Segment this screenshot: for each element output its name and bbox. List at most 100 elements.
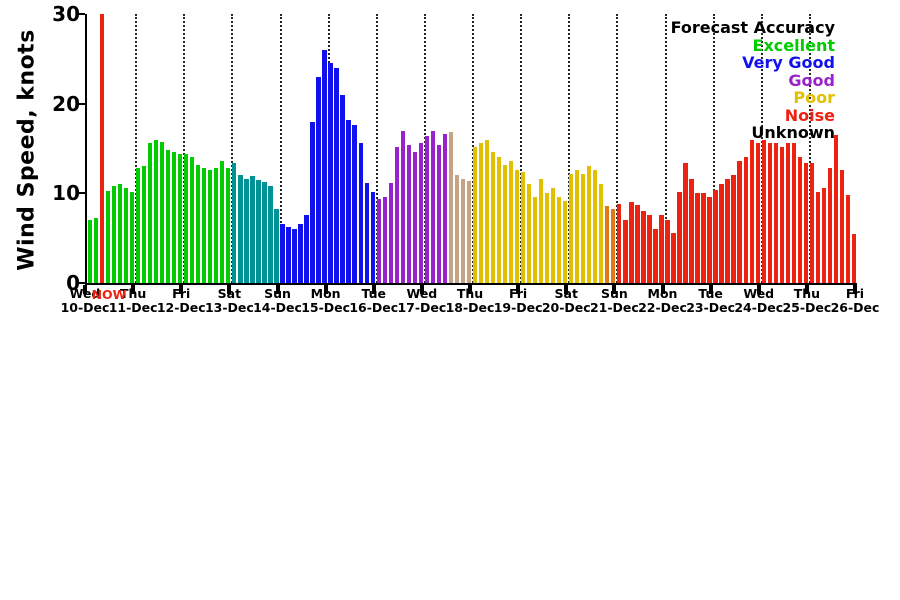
bar — [496, 157, 502, 283]
bar — [617, 204, 622, 283]
bar — [641, 211, 646, 283]
x-axis-day-label: Sun 14-Dec — [246, 287, 310, 314]
date: 10-Dec — [60, 299, 110, 315]
bar — [105, 190, 111, 283]
bar — [400, 130, 405, 283]
bar — [599, 184, 604, 283]
y-tick-label: 0 — [66, 271, 80, 295]
bar — [677, 191, 682, 283]
date: 19-Dec — [493, 299, 543, 315]
bar — [256, 179, 261, 283]
bar — [725, 179, 730, 283]
bar — [773, 143, 778, 283]
plot-area: Forecast Accuracy Excellent Very Good Good… — [85, 14, 857, 285]
legend-entry: Excellent — [752, 35, 835, 55]
x-axis-day-label: Sat 13-Dec — [197, 287, 261, 314]
x-axis-day-label: Mon 15-Dec — [294, 287, 358, 314]
bar — [220, 161, 225, 283]
x-axis-day-label: Wed 17-Dec — [390, 287, 454, 314]
bar — [809, 162, 814, 283]
bar — [159, 142, 165, 283]
bar — [286, 227, 291, 283]
x-tick — [708, 285, 713, 294]
bar — [611, 209, 616, 283]
bar — [514, 170, 520, 283]
day-of-week: Tue — [361, 286, 387, 301]
x-axis-day-label: Fri 26-Dec — [823, 287, 887, 314]
day-gridline — [135, 14, 138, 283]
x-axis-day-label: Mon 22-Dec — [631, 287, 695, 314]
y-axis-label: Wind Speed, knots — [14, 29, 40, 271]
x-tick — [179, 285, 184, 294]
bar — [454, 175, 460, 283]
bar — [839, 170, 845, 283]
bar — [737, 161, 742, 283]
x-axis-day-label: Sat 20-Dec — [534, 287, 598, 314]
x-tick — [516, 285, 521, 294]
date: 16-Dec — [349, 299, 399, 315]
y-tick-label: 20 — [52, 91, 80, 116]
bar — [268, 186, 273, 283]
day-of-week: Sat — [217, 286, 242, 301]
date: 26-Dec — [830, 299, 880, 315]
x-tick — [419, 285, 424, 294]
date: 15-Dec — [301, 299, 351, 315]
bar — [226, 168, 231, 283]
day-of-week: Fri — [845, 286, 865, 301]
bar — [701, 193, 706, 283]
bar — [135, 168, 141, 283]
bar — [755, 143, 760, 283]
bar — [190, 157, 195, 283]
bar — [334, 67, 339, 283]
legend-entry: Very Good — [742, 53, 835, 72]
bar — [147, 143, 153, 283]
bar — [665, 220, 670, 283]
x-axis-day-label: Thu 25-Dec — [775, 287, 839, 314]
x-tick — [804, 285, 809, 294]
x-tick — [83, 285, 87, 294]
bar — [304, 214, 309, 283]
day-of-week: Wed — [69, 286, 101, 301]
bar — [123, 187, 129, 283]
bar — [520, 171, 526, 283]
date: 25-Dec — [782, 299, 832, 315]
bar — [460, 179, 466, 283]
bar — [364, 182, 369, 283]
bar — [244, 179, 249, 283]
bar — [490, 152, 496, 283]
bar — [683, 162, 688, 283]
bar — [424, 135, 429, 283]
bar — [815, 191, 820, 283]
bar — [557, 196, 562, 283]
bar — [551, 187, 556, 283]
bar — [731, 175, 736, 283]
bar — [689, 179, 694, 283]
bar — [166, 150, 171, 283]
bar — [178, 153, 183, 283]
bar — [647, 214, 652, 283]
x-tick — [227, 285, 232, 294]
legend-entry: Poor — [793, 88, 835, 107]
bar — [707, 196, 712, 283]
x-tick — [612, 285, 617, 294]
bar — [358, 143, 363, 283]
day-of-week: Mon — [647, 286, 678, 301]
day-of-week: Mon — [310, 286, 341, 301]
bar — [785, 143, 790, 283]
bar — [713, 189, 718, 283]
bar — [172, 152, 177, 283]
bar — [292, 229, 297, 283]
bar — [508, 161, 514, 283]
legend-title: Forecast Accuracy — [670, 18, 835, 37]
bar — [833, 135, 839, 283]
bar — [797, 157, 802, 283]
day-gridline — [183, 14, 186, 283]
bar — [466, 180, 472, 283]
bar — [298, 223, 303, 283]
bar — [370, 191, 375, 283]
day-gridline — [568, 14, 571, 283]
bar — [316, 76, 321, 283]
day-gridline — [664, 14, 667, 283]
x-axis-day-label: Tue 16-Dec — [342, 287, 406, 314]
